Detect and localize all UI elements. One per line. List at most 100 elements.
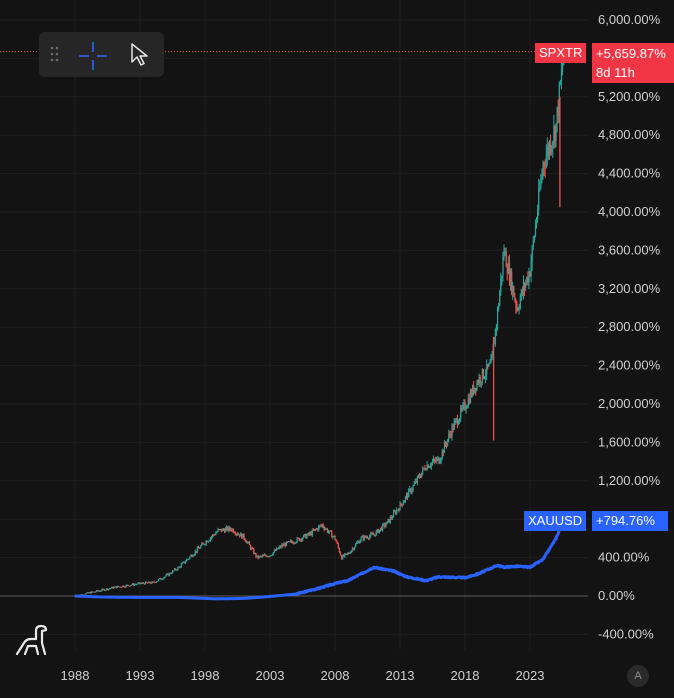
dinosaur-logo-icon[interactable] (14, 621, 50, 657)
spxtr-candle (243, 534, 245, 539)
spxtr-candle (181, 562, 183, 565)
spxtr-candle (139, 582, 141, 584)
spxtr-candle (402, 502, 404, 506)
spxtr-candle (352, 548, 355, 550)
spxtr-candle (149, 581, 151, 584)
y-tick-label: 4,400.00% (598, 166, 661, 181)
spxtr-candle (325, 528, 328, 530)
spxtr-candle (194, 550, 196, 555)
spxtr-candle (148, 581, 150, 583)
spxtr-candle (397, 509, 399, 511)
spxtr-candle (460, 408, 462, 419)
spxtr-candle (442, 450, 445, 453)
spxtr-candle (209, 537, 212, 541)
y-tick-label: 3,600.00% (598, 242, 661, 257)
spxtr-candle (393, 511, 395, 518)
spxtr-candle (113, 586, 115, 589)
spxtr-candle (248, 542, 251, 546)
spxtr-candle (141, 582, 143, 584)
spxtr-candle (516, 306, 518, 310)
spxtr-candle (335, 539, 337, 542)
spxtr-candle (513, 286, 515, 297)
spxtr-candle (114, 586, 116, 588)
y-tick-label: 2,800.00% (598, 319, 661, 334)
spxtr-candle (475, 387, 477, 391)
spxtr-candle (545, 155, 547, 167)
spxtr-candle (278, 547, 280, 550)
spxtr-candle (514, 296, 516, 301)
spxtr-candle (438, 457, 440, 464)
y-axis[interactable]: 6,000.00% 5,200.00% 4,800.00% 4,400.00% 4,00… (598, 12, 661, 641)
spxtr-candle (507, 263, 510, 274)
spxtr-candle (498, 305, 500, 310)
spxtr-candle (176, 569, 178, 571)
spxtr-candle (350, 550, 352, 553)
spxtr-candle (217, 529, 219, 532)
spxtr-candle (305, 534, 307, 539)
y-tick-label: 0.00% (598, 588, 635, 603)
xauusd-symbol-tag: XAUUSD (524, 511, 587, 531)
spxtr-candle (391, 517, 394, 519)
spxtr-candle (493, 343, 495, 345)
spxtr-candle (271, 554, 273, 556)
spxtr-candle (173, 570, 175, 572)
spxtr-candle (420, 477, 422, 479)
spxtr-candle (338, 547, 341, 553)
spxtr-candle (289, 541, 291, 543)
x-axis[interactable]: 1988 1993 1998 2003 2008 2013 2018 2023 (61, 668, 545, 683)
spxtr-candle (269, 555, 271, 557)
spxtr-candle (216, 531, 218, 533)
spxtr-candle (342, 555, 344, 560)
cursor-arrow-icon[interactable] (129, 42, 151, 68)
spxtr-candle (417, 475, 420, 477)
spxtr-candle (551, 146, 553, 152)
spxtr-candle (222, 528, 225, 530)
spxtr-candle (172, 570, 174, 574)
spxtr-candle (415, 480, 417, 483)
spxtr-candle (413, 483, 415, 486)
spxtr-candle (214, 534, 216, 536)
spxtr-candle (466, 406, 468, 409)
spxtr-candle (204, 544, 206, 546)
spxtr-candle (179, 566, 181, 568)
spxtr-candle (441, 450, 443, 459)
spxtr-candle (354, 547, 356, 550)
spxtr-candle (169, 573, 172, 575)
spxtr-candle (127, 584, 129, 586)
spxtr-candle (553, 126, 555, 142)
auto-scale-button[interactable]: A (627, 665, 649, 687)
spxtr-candle (408, 489, 410, 498)
spxtr-candle (259, 556, 261, 558)
spxtr-candle (517, 309, 519, 311)
spxtr-candle (437, 457, 439, 459)
xauusd-value-tag: +794.76% (592, 511, 668, 531)
spxtr-candle (138, 582, 140, 584)
spxtr-candle (128, 585, 130, 587)
spxtr-candle (190, 555, 192, 557)
spxtr-candle (218, 529, 220, 531)
spxtr-candle (298, 538, 300, 541)
drawing-toolbar (39, 32, 164, 77)
grid (0, 0, 588, 650)
spxtr-candle (122, 585, 124, 588)
y-tick-label: 4,000.00% (598, 204, 661, 219)
spxtr-candle (546, 146, 549, 156)
spxtr-candle (355, 544, 357, 548)
xauusd-line (74, 519, 565, 601)
spxtr-candle (480, 381, 482, 383)
spxtr-candle (554, 126, 556, 141)
spxtr-candle (265, 554, 267, 556)
spxtr-candle (161, 579, 163, 581)
spxtr-candle (361, 536, 363, 538)
y-tick-label: 2,000.00% (598, 396, 661, 411)
spxtr-candle (212, 534, 214, 537)
spxtr-candle (348, 553, 350, 555)
spxtr-candle (162, 578, 164, 580)
drag-handle-icon[interactable] (49, 45, 59, 63)
spxtr-candle (318, 526, 320, 531)
spxtr-candle (213, 534, 215, 536)
spxtr-candle (449, 433, 451, 435)
spxtr-candle (562, 65, 564, 70)
crosshair-icon[interactable] (77, 40, 109, 72)
